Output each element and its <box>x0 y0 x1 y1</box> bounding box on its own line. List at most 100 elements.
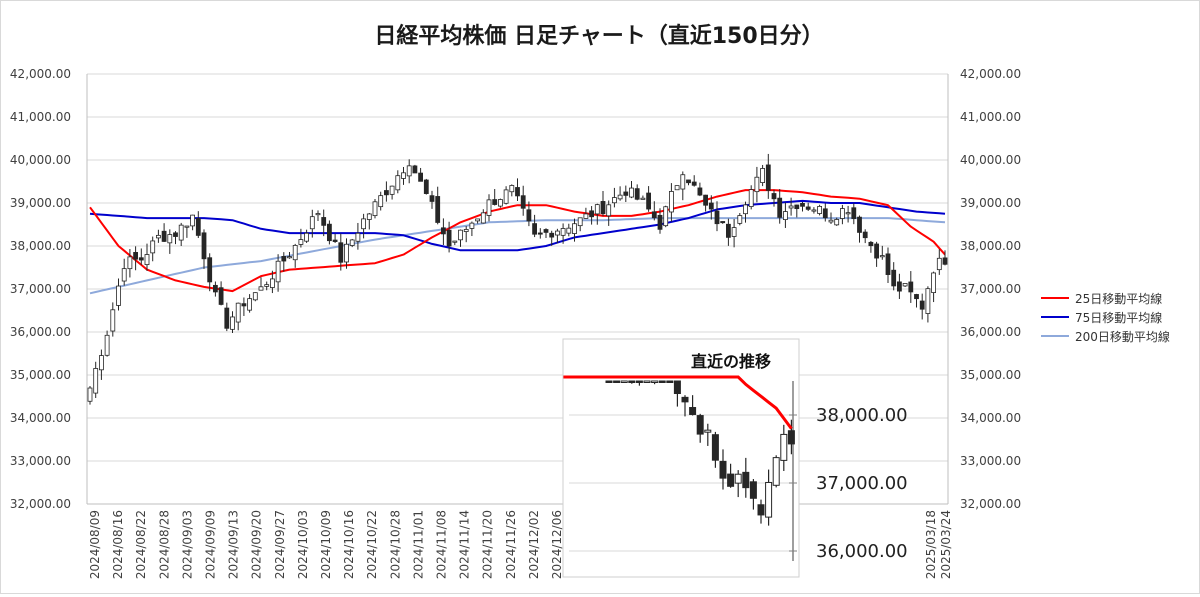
candle <box>497 198 503 208</box>
candle <box>326 220 332 245</box>
candle-body <box>338 242 344 263</box>
candle-body <box>840 208 845 219</box>
candle <box>446 221 452 253</box>
candle-body <box>401 172 406 179</box>
candle-body <box>230 316 235 330</box>
candle-body <box>532 223 537 235</box>
candle <box>697 182 703 197</box>
candle-body <box>651 211 657 219</box>
candle <box>418 167 424 182</box>
candle-body <box>942 257 948 265</box>
ma200-line <box>89 217 946 295</box>
candle-body <box>344 243 349 263</box>
candle-body <box>629 187 634 198</box>
candle-body <box>714 210 720 225</box>
candle <box>583 207 589 219</box>
inset-candle <box>628 380 636 384</box>
inset-candle <box>635 380 643 386</box>
inset-ma25-line <box>563 375 793 430</box>
x-tick-label: 2025/03/18 <box>924 510 938 579</box>
candle <box>275 254 281 292</box>
candle-body <box>617 194 623 200</box>
y-tick-label-left: 39,000.00 <box>10 196 71 210</box>
candle-body <box>760 168 765 183</box>
candle-body <box>640 197 646 200</box>
candle <box>919 293 925 320</box>
candle <box>783 202 788 228</box>
x-tick-label: 2024/11/08 <box>435 510 449 579</box>
candle-body <box>822 208 828 219</box>
inset-candle-body <box>651 380 659 383</box>
candle <box>748 185 754 210</box>
candle-body <box>811 209 817 212</box>
candles <box>87 153 948 405</box>
y-tick-label-right: 36,000.00 <box>960 325 1021 339</box>
candle <box>412 164 418 174</box>
candle <box>811 207 817 214</box>
candle <box>395 170 401 194</box>
candle-body <box>594 204 600 215</box>
candle-body <box>526 209 532 222</box>
y-tick-label-right: 35,000.00 <box>960 368 1021 382</box>
legend: 25日移動平均線 75日移動平均線 200日移動平均線 <box>1041 289 1199 346</box>
candle <box>429 190 435 209</box>
candle-body <box>879 255 885 258</box>
candle-body <box>99 355 104 371</box>
candle-body <box>241 303 247 307</box>
candle-body <box>612 197 617 204</box>
candle <box>623 185 629 202</box>
candle-body <box>93 368 99 394</box>
inset-candle-body <box>673 380 681 395</box>
candle-body <box>161 230 167 242</box>
candle-body <box>378 195 384 208</box>
candle <box>862 229 868 244</box>
candle-body <box>669 191 674 213</box>
candle-body <box>355 232 361 242</box>
candle-body <box>150 240 156 254</box>
candle-body <box>851 207 857 219</box>
candle <box>99 349 104 380</box>
candle <box>526 201 532 227</box>
candle-body <box>87 387 93 402</box>
candle-body <box>783 211 788 220</box>
candle-body <box>543 229 549 233</box>
candle <box>486 194 492 222</box>
candle <box>258 277 264 291</box>
candle <box>406 159 412 184</box>
candle-body <box>874 243 879 259</box>
candle-body <box>845 212 851 215</box>
candle-body <box>361 218 367 230</box>
candle-body <box>104 334 110 356</box>
candle-body <box>184 225 190 228</box>
x-tick-label: 2024/09/20 <box>250 510 264 579</box>
candle <box>708 195 714 220</box>
candle <box>190 214 196 231</box>
candle <box>726 218 731 246</box>
x-tick-label: 2024/11/26 <box>504 510 518 579</box>
candle-body <box>600 201 606 215</box>
inset-candle <box>727 463 735 488</box>
candle-body <box>269 278 275 288</box>
candle <box>885 247 891 283</box>
candle-body <box>885 253 891 275</box>
candle-body <box>515 187 520 197</box>
candle <box>931 271 936 303</box>
candle <box>155 229 161 243</box>
candle <box>537 228 543 239</box>
y-tick-label-right: 38,000.00 <box>960 239 1021 253</box>
candle-body <box>446 229 452 247</box>
inset-candle <box>613 380 621 383</box>
candle-body <box>309 216 315 230</box>
candle <box>543 228 549 238</box>
candle-body <box>412 165 418 174</box>
candle-body <box>765 164 771 191</box>
candle-body <box>794 204 800 210</box>
candle <box>680 171 686 201</box>
inset-candle-body <box>620 380 628 383</box>
y-tick-label-left: 32,000.00 <box>10 497 71 511</box>
candle-body <box>817 206 822 214</box>
candle <box>224 302 230 332</box>
candle-body <box>207 257 213 283</box>
candle <box>817 204 822 216</box>
candle <box>731 218 737 248</box>
